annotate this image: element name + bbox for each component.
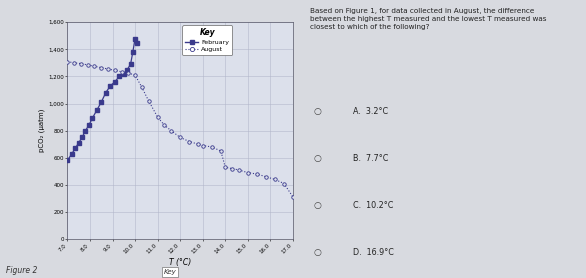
X-axis label: T (°C): T (°C) — [169, 257, 191, 267]
Text: Based on Figure 1, for data collected in August, the difference
between the high: Based on Figure 1, for data collected in… — [311, 8, 547, 30]
Text: ○: ○ — [313, 249, 321, 257]
Text: B.  7.7°C: B. 7.7°C — [353, 154, 389, 163]
Text: Key: Key — [163, 269, 176, 275]
Y-axis label: pCO₂ (µatm): pCO₂ (µatm) — [39, 109, 45, 152]
Text: ○: ○ — [313, 201, 321, 210]
Text: A.  3.2°C: A. 3.2°C — [353, 107, 388, 116]
Text: Figure 2: Figure 2 — [6, 266, 38, 275]
Text: C.  10.2°C: C. 10.2°C — [353, 201, 393, 210]
Text: ○: ○ — [313, 107, 321, 116]
Text: ○: ○ — [313, 154, 321, 163]
Text: D.  16.9°C: D. 16.9°C — [353, 249, 394, 257]
Legend: February, August: February, August — [182, 25, 232, 55]
